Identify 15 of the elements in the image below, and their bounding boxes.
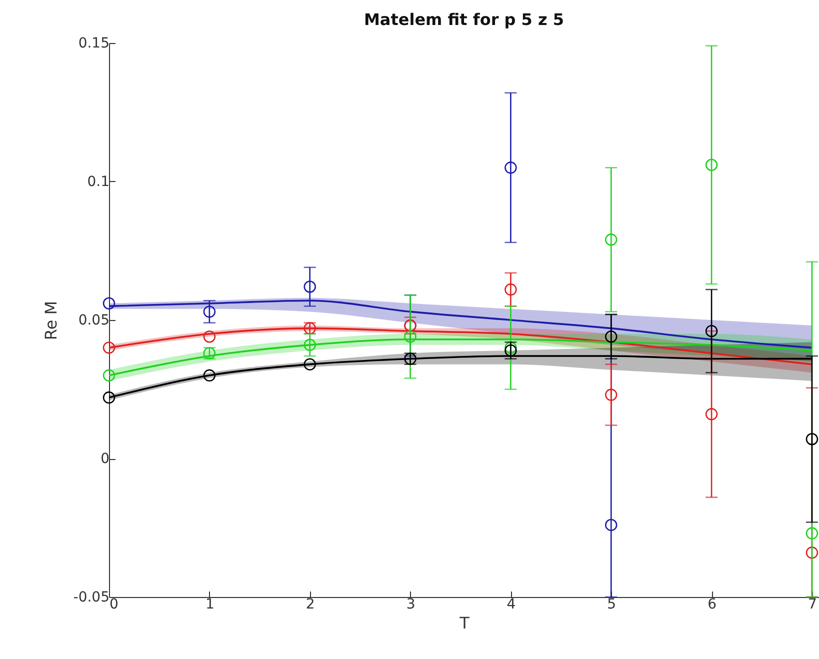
x-tick-label: 7 bbox=[808, 596, 817, 612]
x-tick-label: 1 bbox=[205, 596, 214, 612]
y-tick-label: 0.1 bbox=[87, 174, 110, 190]
x-axis-title: T bbox=[458, 614, 470, 632]
y-tick-label: -0.05 bbox=[73, 590, 110, 606]
x-tick-label: 2 bbox=[306, 596, 315, 612]
y-axis-title: Re M bbox=[41, 300, 60, 340]
x-tick-label: 4 bbox=[506, 596, 516, 612]
x-tick-label: 5 bbox=[607, 596, 616, 612]
x-tick-label: 6 bbox=[708, 596, 717, 612]
x-tick-label: 3 bbox=[406, 596, 416, 612]
y-tick-label: 0.15 bbox=[78, 36, 110, 52]
chart-title: Matelem fit for p 5 z 5 bbox=[364, 10, 564, 29]
y-tick-label: 0.05 bbox=[78, 312, 110, 328]
y-tick-label: 0 bbox=[100, 451, 110, 467]
